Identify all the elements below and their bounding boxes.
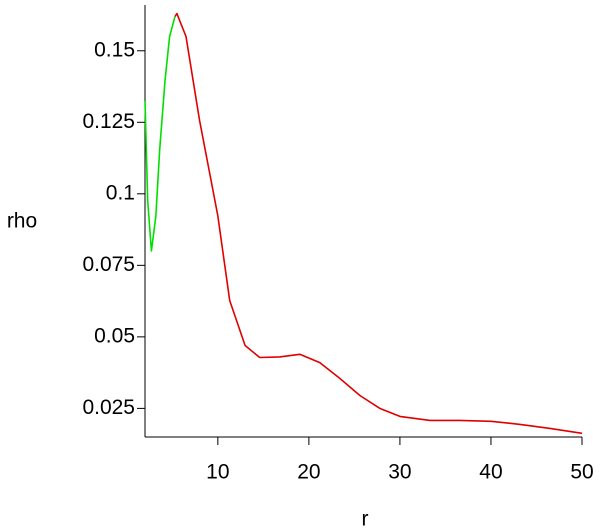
y-tick-label: 0.025 bbox=[82, 396, 135, 419]
y-tick-label: 0.1 bbox=[106, 181, 135, 204]
y-axis-label: rho bbox=[7, 210, 37, 233]
data-line bbox=[144, 16, 176, 252]
y-tick-label: 0.075 bbox=[82, 253, 135, 276]
x-axis-label: r bbox=[362, 508, 369, 531]
y-tick-label: 0.05 bbox=[94, 324, 135, 347]
data-line bbox=[174, 12, 583, 435]
x-tick-label: 40 bbox=[479, 461, 502, 484]
y-tick-label: 0.15 bbox=[94, 38, 135, 61]
x-tick-label: 50 bbox=[570, 461, 593, 484]
x-tick-label: 30 bbox=[388, 461, 411, 484]
y-tick-label: 0.125 bbox=[82, 110, 135, 133]
x-tick-label: 10 bbox=[206, 461, 229, 484]
x-tick-label: 20 bbox=[297, 461, 320, 484]
